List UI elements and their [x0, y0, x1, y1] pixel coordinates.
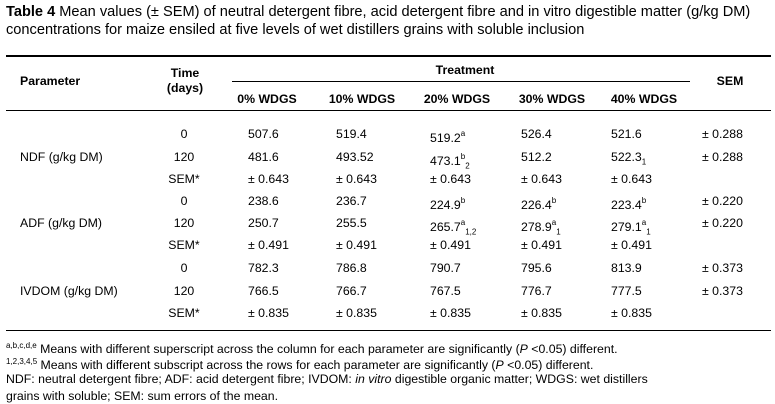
value-cell: 519.2a: [430, 129, 466, 146]
table-bottom-rule: [6, 330, 771, 331]
value-cell: 238.6: [248, 194, 279, 208]
superscript-mark: a: [551, 218, 557, 227]
header-treatment: Treatment: [435, 63, 495, 77]
sem-cell: ± 0.220: [702, 216, 743, 230]
value-cell: 795.6: [521, 261, 552, 275]
subscript-mark: 1: [641, 157, 647, 167]
value-cell: 766.7: [336, 284, 367, 298]
subscript-mark: 2: [465, 161, 470, 171]
footnote-subscript: 1,2,3,4,5 Means with different subscript…: [6, 357, 594, 372]
value-cell: 776.7: [521, 284, 552, 298]
sem-cell: ± 0.220: [702, 194, 743, 208]
value-cell: 226.4b: [521, 196, 557, 213]
time-cell: SEM*: [168, 172, 200, 186]
header-level: 40% WDGS: [610, 92, 678, 106]
header-time-line2: (days): [166, 81, 204, 95]
superscript-mark: a: [460, 218, 466, 227]
value-cell: ± 0.643: [248, 172, 289, 186]
value-cell: ± 0.835: [521, 306, 562, 320]
value-cell: ± 0.835: [336, 306, 377, 320]
value-cell: 777.5: [611, 284, 642, 298]
value-cell: 250.7: [248, 216, 279, 230]
value-cell: 521.6: [611, 127, 642, 141]
superscript-mark: b: [641, 196, 647, 205]
header-bottom-rule: [6, 110, 771, 111]
treatment-rule: [232, 81, 690, 82]
table-top-rule: [6, 55, 771, 57]
footnote-sub-marks: 1,2,3,4,5: [6, 357, 38, 366]
superscript-mark: b: [551, 196, 557, 205]
value-cell: 790.7: [430, 261, 461, 275]
time-cell: 120: [173, 216, 195, 230]
value-cell: 519.4: [336, 127, 367, 141]
value-cell: ± 0.835: [248, 306, 289, 320]
value-cell: ± 0.491: [430, 238, 471, 252]
value-cell: 526.4: [521, 127, 552, 141]
time-cell: 120: [173, 284, 195, 298]
parameter-label: IVDOM (g/kg DM): [20, 284, 118, 298]
value-cell: ± 0.835: [611, 306, 652, 320]
sem-cell: ± 0.288: [702, 127, 743, 141]
header-level: 10% WDGS: [328, 92, 396, 106]
value-cell: 255.5: [336, 216, 367, 230]
footnote-abbreviations: NDF: neutral detergent fibre; ADF: acid …: [6, 372, 648, 386]
value-cell: 223.4b: [611, 196, 647, 213]
header-time-line1: Time: [170, 66, 200, 80]
value-cell: ± 0.491: [336, 238, 377, 252]
sem-cell: ± 0.288: [702, 150, 743, 164]
value-cell: 522.31: [611, 150, 647, 167]
sem-cell: ± 0.373: [702, 261, 743, 275]
value-cell: ± 0.643: [430, 172, 471, 186]
value-cell: 766.5: [248, 284, 279, 298]
header-level: 30% WDGS: [518, 92, 586, 106]
value-cell: ± 0.643: [336, 172, 377, 186]
sem-cell: ± 0.373: [702, 284, 743, 298]
value-cell: 782.3: [248, 261, 279, 275]
superscript-mark: a: [460, 129, 466, 138]
value-cell: ± 0.835: [430, 306, 471, 320]
header-sem: SEM: [716, 74, 744, 88]
subscript-mark: 1: [556, 227, 561, 237]
value-cell: 265.7a1,2: [430, 218, 477, 237]
caption-text: Mean values (± SEM) of neutral detergent…: [6, 4, 751, 38]
table-caption: Table 4 Mean values (± SEM) of neutral d…: [6, 3, 771, 39]
time-cell: SEM*: [168, 238, 200, 252]
header-level: 0% WDGS: [237, 92, 297, 106]
header-level: 20% WDGS: [423, 92, 491, 106]
superscript-mark: b: [460, 152, 466, 161]
parameter-label: ADF (g/kg DM): [20, 216, 102, 230]
parameter-label: NDF (g/kg DM): [20, 150, 103, 164]
value-cell: 493.52: [336, 150, 374, 164]
value-cell: 786.8: [336, 261, 367, 275]
value-cell: 224.9b: [430, 196, 466, 213]
value-cell: ± 0.643: [521, 172, 562, 186]
value-cell: 813.9: [611, 261, 642, 275]
superscript-mark: b: [460, 196, 466, 205]
value-cell: 473.1b2: [430, 152, 470, 171]
table-label: Table 4: [6, 4, 56, 20]
subscript-mark: 1,2: [465, 227, 477, 237]
header-parameter: Parameter: [20, 74, 81, 88]
time-cell: 0: [180, 261, 188, 275]
value-cell: 512.2: [521, 150, 552, 164]
subscript-mark: 1: [646, 227, 651, 237]
value-cell: ± 0.491: [248, 238, 289, 252]
value-cell: ± 0.491: [611, 238, 652, 252]
footnote-superscript: a,b,c,d,e Means with different superscri…: [6, 341, 618, 356]
time-cell: SEM*: [168, 306, 200, 320]
time-cell: 0: [180, 127, 188, 141]
value-cell: ± 0.491: [521, 238, 562, 252]
value-cell: 236.7: [336, 194, 367, 208]
footnote-abbreviations-cont: grains with soluble; SEM: sum errors of …: [6, 389, 279, 403]
value-cell: ± 0.643: [611, 172, 652, 186]
time-cell: 120: [173, 150, 195, 164]
value-cell: 481.6: [248, 150, 279, 164]
value-cell: 279.1a1: [611, 218, 651, 237]
value-cell: 507.6: [248, 127, 279, 141]
value-cell: 278.9a1: [521, 218, 561, 237]
superscript-mark: a: [641, 218, 647, 227]
footnote-sup-marks: a,b,c,d,e: [6, 341, 37, 350]
time-cell: 0: [180, 194, 188, 208]
value-cell: 767.5: [430, 284, 461, 298]
